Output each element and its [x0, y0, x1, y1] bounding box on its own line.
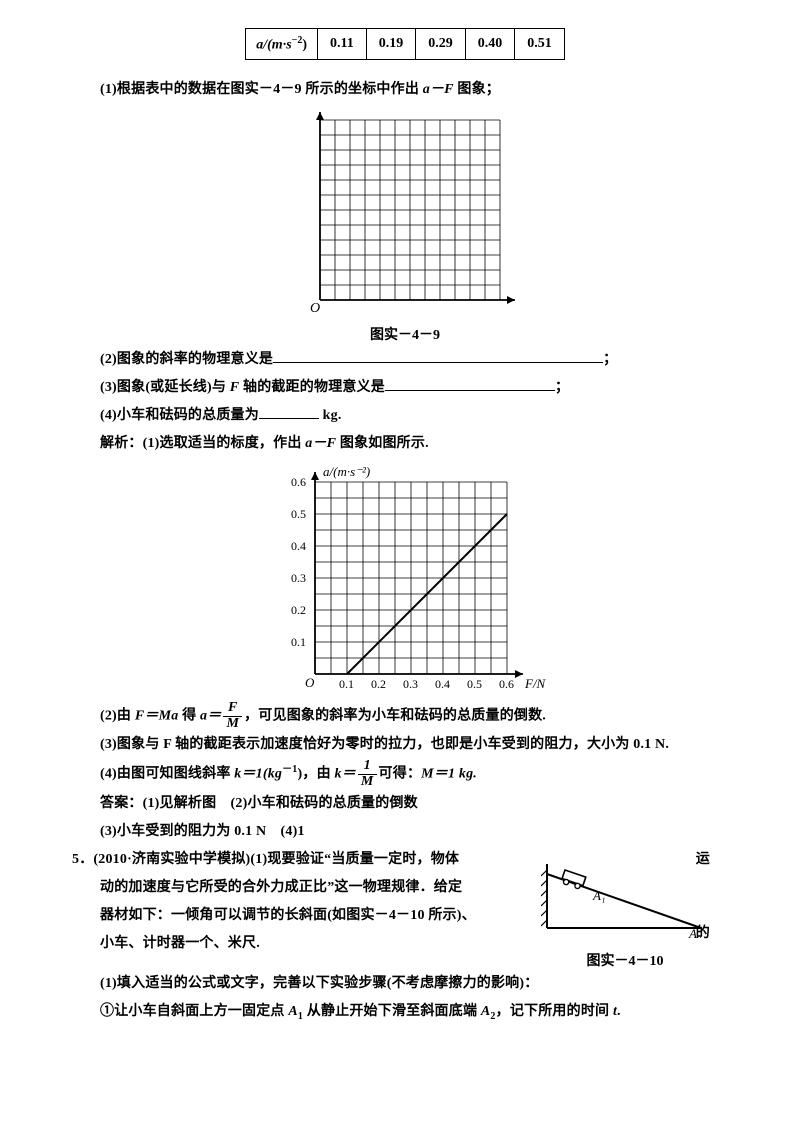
paragraph: (1)填入适当的公式或文字，完善以下实验步骤(不考虑摩擦力的影响)：: [100, 970, 710, 998]
paragraph: (3)图象(或延长线)与 F 轴的截距的物理意义是；: [100, 374, 710, 402]
svg-text:0.1: 0.1: [291, 635, 306, 649]
blank-line: [259, 404, 319, 419]
svg-text:0.1: 0.1: [339, 677, 354, 691]
svg-text:0.5: 0.5: [467, 677, 482, 691]
table-cell: 0.51: [515, 29, 565, 60]
table-cell: 0.29: [416, 29, 466, 60]
table-cell: 0.19: [366, 29, 416, 60]
svg-text:0.3: 0.3: [291, 571, 306, 585]
blank-grid-figure: O 图实－4－9: [100, 110, 710, 344]
svg-text:0.4: 0.4: [435, 677, 450, 691]
svg-text:0.6: 0.6: [291, 475, 306, 489]
svg-text:F/N: F/N: [524, 676, 547, 691]
svg-text:O: O: [310, 301, 320, 316]
table-header: a/(m·s−2): [246, 29, 318, 60]
figure-label: 图实－4－10: [540, 950, 710, 970]
answer-line: (3)小车受到的阻力为 0.1 N (4)1: [100, 818, 710, 846]
paragraph: (3)图象与 F 轴的截距表示加速度恰好为零时的拉力，也即是小车受到的阻力，大小…: [100, 731, 710, 759]
incline-figure: 运 A₁ A₂ 的 图实－4－10: [540, 846, 710, 970]
svg-text:0.6: 0.6: [499, 677, 514, 691]
table-cell: 0.40: [465, 29, 515, 60]
data-table: a/(m·s−2) 0.11 0.19 0.29 0.40 0.51: [245, 28, 565, 60]
svg-text:0.3: 0.3: [403, 677, 418, 691]
paragraph: (4)由图可知图线斜率 k＝1(kg－1)，由 k＝1M可得：M＝1 kg.: [100, 759, 710, 789]
svg-text:0.2: 0.2: [371, 677, 386, 691]
svg-text:a/(m·s⁻²): a/(m·s⁻²): [323, 464, 370, 479]
blank-line: [273, 348, 603, 363]
paragraph: 解析：(1)选取适当的标度，作出 a－F 图象如图所示.: [100, 430, 710, 458]
question-5: 5．(2010·济南实验中学模拟)(1)现要验证“当质量一定时，物体 动的加速度…: [100, 846, 710, 970]
paragraph: (2)由 F＝Ma 得 a＝FM，可见图象的斜率为小车和砝码的总质量的倒数.: [100, 701, 710, 731]
svg-text:0.5: 0.5: [291, 507, 306, 521]
table-cell: 0.11: [318, 29, 367, 60]
blank-line: [385, 376, 555, 391]
svg-text:O: O: [305, 675, 315, 690]
svg-text:A₁: A₁: [592, 888, 605, 903]
paragraph: ①让小车自斜面上方一固定点 A1 从静止开始下滑至斜面底端 A2，记下所用的时间…: [100, 998, 710, 1027]
svg-text:0.2: 0.2: [291, 603, 306, 617]
solution-chart: O 0.1 0.2 0.3 0.4 0.5 0.6 F/N 0.1 0.2 0.…: [100, 464, 710, 699]
paragraph: (4)小车和砝码的总质量为 kg.: [100, 402, 710, 430]
svg-text:0.4: 0.4: [291, 539, 306, 553]
paragraph: (2)图象的斜率的物理意义是；: [100, 346, 710, 374]
figure-label: 图实－4－9: [100, 324, 710, 344]
answer-line: 答案：(1)见解析图 (2)小车和砝码的总质量的倒数: [100, 790, 710, 818]
paragraph: (1)根据表中的数据在图实－4－9 所示的坐标中作出 a－F 图象；: [100, 76, 710, 104]
